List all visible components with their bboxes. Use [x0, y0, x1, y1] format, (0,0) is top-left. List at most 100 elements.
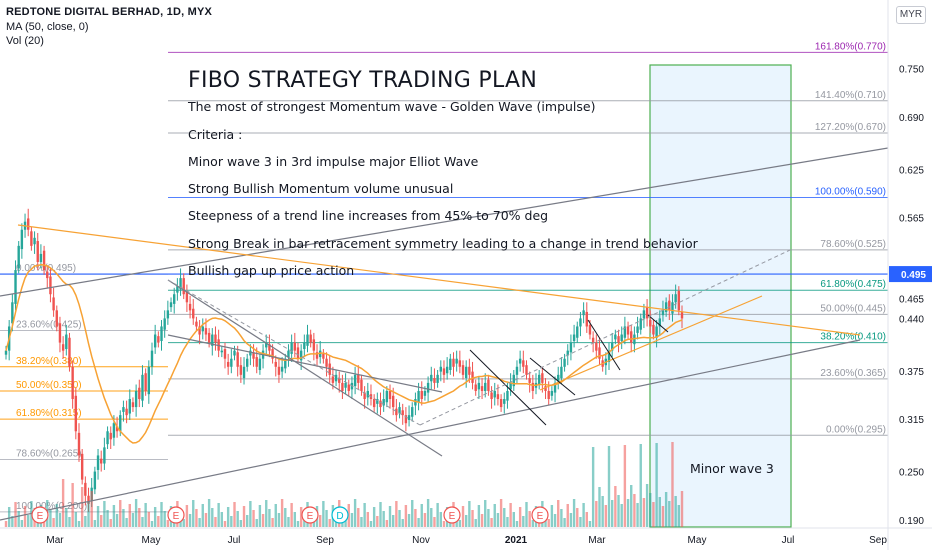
candle-body	[468, 366, 471, 375]
volume-bar	[153, 507, 157, 527]
candle-body	[499, 399, 503, 408]
candle-body	[122, 407, 125, 412]
fib-level-label: 23.60%(0.365)	[820, 368, 886, 379]
volume-bar	[388, 506, 392, 527]
candle-body	[509, 382, 512, 390]
y-axis-tick-label: 0.375	[899, 367, 924, 378]
candle-body	[331, 376, 335, 383]
candle-body	[430, 374, 433, 382]
candle-body	[461, 365, 465, 375]
volume-bar	[645, 484, 649, 527]
volume-bar	[477, 505, 481, 527]
event-marker	[331, 506, 349, 524]
fib-left-label: 61.80%(0.315)	[16, 408, 82, 419]
volume-bar	[217, 503, 220, 527]
volume-bar	[182, 519, 185, 527]
volume-bar	[27, 515, 30, 527]
volume-bar	[626, 499, 630, 527]
trend-channel-upper	[0, 147, 889, 297]
candle-body	[477, 382, 481, 390]
candle-body	[503, 399, 506, 404]
volume-bar	[122, 509, 125, 527]
current-price-tag	[889, 266, 932, 283]
volume-bar	[4, 521, 8, 527]
volume-bar	[372, 507, 376, 527]
volume-bar	[528, 511, 531, 527]
candle-body	[398, 407, 401, 414]
candle-body	[249, 350, 252, 356]
y-axis-tick-label: 0.190	[899, 516, 924, 527]
candle-body	[36, 241, 39, 262]
volume-bar	[363, 503, 366, 527]
event-marker-label: E	[173, 511, 180, 522]
volume-bar	[512, 512, 515, 527]
volume-bar	[515, 521, 519, 527]
volume-bar	[160, 502, 163, 527]
candle-body	[207, 332, 211, 343]
candle-body	[474, 384, 477, 391]
candle-body	[347, 384, 350, 391]
candle-body	[153, 334, 157, 348]
x-axis-tick-label: Mar	[588, 535, 606, 546]
candle-body	[553, 382, 557, 393]
volume-bar	[480, 514, 484, 527]
fib-level-label: 38.20%(0.410)	[820, 332, 886, 343]
candle-body	[579, 318, 582, 327]
candle-body	[471, 371, 474, 383]
candle-body	[173, 294, 176, 304]
candle-body	[636, 326, 639, 333]
volume-bar	[220, 512, 224, 527]
volume-bar	[68, 517, 71, 527]
volume-bar	[576, 508, 579, 527]
event-marker	[443, 506, 461, 524]
candle-body	[65, 334, 68, 350]
volume-bar	[131, 513, 135, 527]
candle-body	[344, 382, 347, 388]
candle-body	[195, 321, 198, 327]
currency-badge[interactable]: MYR	[896, 6, 926, 24]
volume-bar	[649, 493, 652, 527]
volume-bar	[401, 519, 404, 527]
volume-bar	[579, 517, 582, 527]
volume-bar	[560, 509, 563, 527]
candle-body	[626, 326, 630, 335]
volume-bar	[633, 494, 636, 527]
candle-body	[493, 390, 496, 398]
candle-body	[414, 399, 417, 406]
volume-bar	[639, 444, 642, 527]
volume-bar	[23, 506, 27, 527]
candle-body	[163, 318, 166, 330]
volume-bar	[242, 506, 246, 527]
volume-bar	[7, 507, 11, 527]
volume-bar	[128, 504, 131, 527]
volume-bar	[610, 500, 614, 527]
volume-bar	[11, 516, 14, 527]
candle-body	[537, 374, 541, 385]
volume-indicator-label[interactable]: Vol (20)	[6, 35, 44, 47]
volume-bar	[112, 505, 116, 527]
volume-bar	[376, 516, 379, 527]
volume-bar	[607, 446, 611, 527]
candle-body	[379, 400, 382, 408]
candle-body	[464, 366, 468, 379]
candle-body	[246, 358, 249, 367]
ma-indicator-label[interactable]: MA (50, close, 0)	[6, 21, 89, 33]
y-axis-tick-label: 0.315	[899, 415, 924, 426]
volume-bar	[150, 521, 154, 527]
volume-bar	[661, 506, 665, 527]
projection-dashed	[419, 249, 791, 426]
y-axis-tick-label: 0.625	[899, 165, 924, 176]
candle-body	[131, 402, 135, 408]
x-axis-tick-label: Jul	[782, 535, 795, 546]
volume-bar	[303, 516, 306, 527]
candle-body	[423, 390, 427, 396]
candle-body	[677, 291, 681, 311]
volume-bar	[658, 497, 661, 527]
candle-body	[280, 366, 284, 372]
volume-bar	[439, 512, 442, 527]
volume-bar	[404, 505, 408, 527]
candle-body	[426, 382, 430, 393]
volume-bar	[261, 514, 265, 527]
candle-body	[312, 339, 316, 351]
